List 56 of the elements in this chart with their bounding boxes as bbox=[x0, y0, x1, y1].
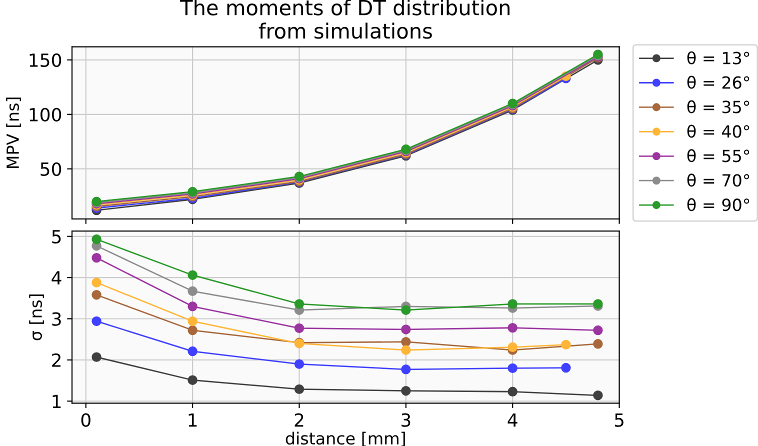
point bbox=[401, 364, 411, 374]
point bbox=[92, 316, 102, 326]
legend-label: θ = 35° bbox=[687, 100, 750, 114]
point bbox=[401, 386, 411, 396]
y-tick-label: 50 bbox=[40, 162, 62, 176]
y-tick-label: 1 bbox=[52, 394, 61, 408]
point bbox=[92, 352, 102, 362]
point bbox=[401, 336, 411, 347]
point bbox=[401, 305, 411, 315]
y-tick-label: 3 bbox=[52, 312, 61, 326]
legend-label: θ = 70° bbox=[687, 174, 750, 187]
point bbox=[401, 345, 411, 355]
point bbox=[593, 325, 603, 336]
x-tick-label: 2 bbox=[294, 413, 304, 427]
y-tick-label: 150 bbox=[30, 53, 62, 68]
point bbox=[92, 252, 102, 263]
point bbox=[401, 324, 411, 334]
x-tick-label: 0 bbox=[81, 413, 90, 427]
point bbox=[188, 270, 198, 280]
point bbox=[508, 299, 518, 309]
point bbox=[508, 342, 518, 352]
y-tick-label: 100 bbox=[30, 108, 62, 122]
y-axis-title: MPV [ns] bbox=[6, 98, 21, 168]
point bbox=[561, 362, 571, 373]
x-tick-label: 3 bbox=[402, 413, 410, 427]
x-tick-label: 5 bbox=[614, 413, 624, 427]
point bbox=[188, 375, 198, 385]
point bbox=[188, 302, 198, 312]
y-tick-label: 2 bbox=[52, 353, 60, 367]
y-axis-title: σ [ns] bbox=[29, 294, 44, 340]
point bbox=[508, 386, 518, 397]
x-tick-label: 1 bbox=[188, 413, 197, 427]
point bbox=[593, 339, 603, 349]
legend-label: θ = 40° bbox=[687, 124, 750, 138]
point bbox=[593, 390, 603, 400]
point bbox=[294, 323, 304, 334]
point bbox=[188, 316, 198, 326]
point bbox=[294, 299, 304, 309]
x-tick-label: 4 bbox=[508, 413, 518, 427]
point bbox=[294, 384, 304, 394]
point bbox=[188, 325, 198, 336]
point bbox=[92, 278, 102, 288]
point bbox=[508, 363, 518, 374]
point bbox=[508, 322, 518, 333]
y-tick-label: 4 bbox=[52, 271, 62, 284]
point bbox=[188, 346, 198, 356]
legend-label: θ = 90° bbox=[687, 198, 750, 212]
point bbox=[561, 340, 571, 350]
legend-label: θ = 55° bbox=[687, 149, 750, 162]
point bbox=[92, 290, 102, 300]
y-tick-label: 5 bbox=[52, 230, 61, 244]
legend-label: θ = 26° bbox=[687, 76, 750, 89]
point bbox=[92, 234, 102, 244]
point bbox=[188, 286, 198, 296]
point bbox=[294, 359, 304, 369]
legend-label: θ = 13° bbox=[687, 51, 750, 64]
